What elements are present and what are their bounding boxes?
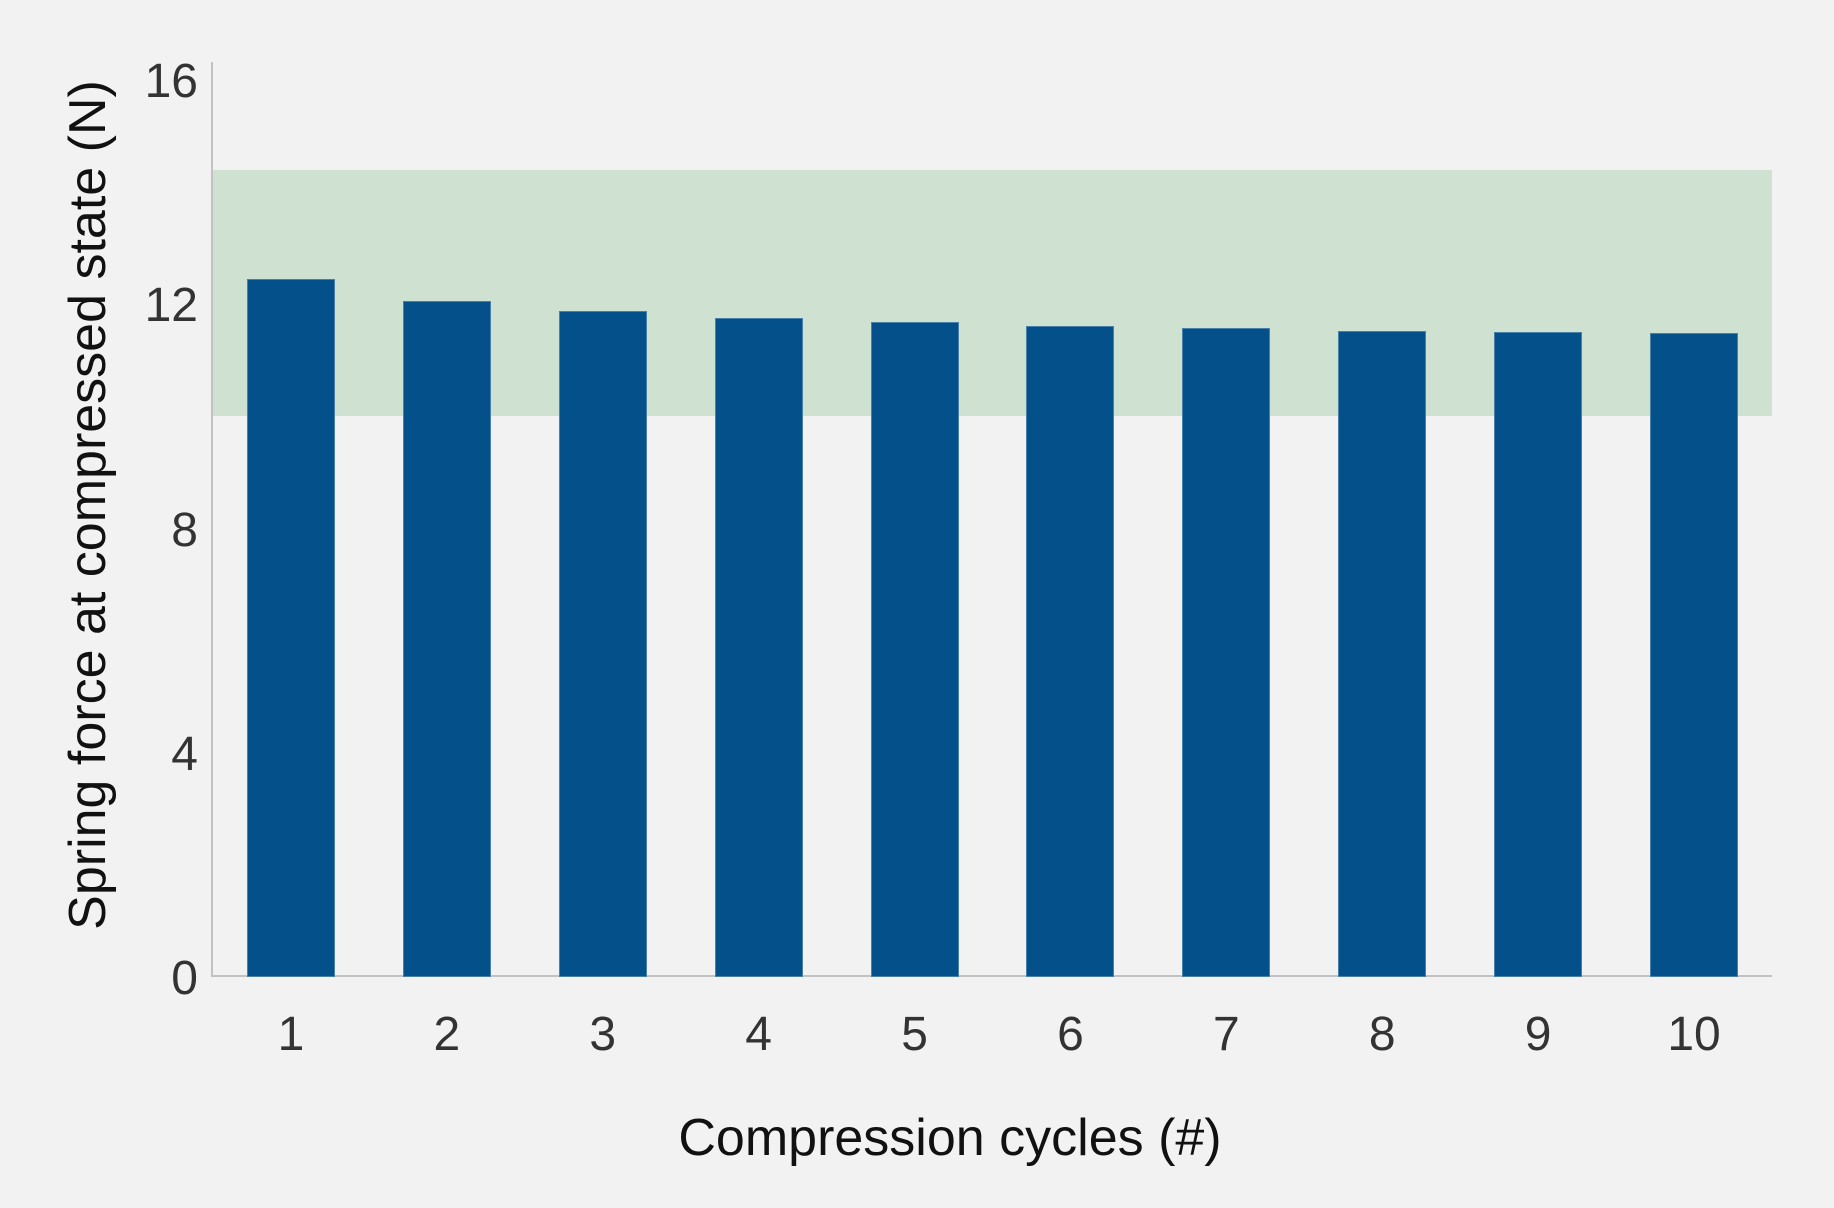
- x-axis-title: Compression cycles (#): [678, 1109, 1222, 1167]
- y-tick-label: 16: [144, 55, 198, 108]
- bar: [1338, 330, 1427, 977]
- bar: [1650, 333, 1739, 977]
- bar: [558, 310, 647, 977]
- y-tick-label: 0: [171, 952, 198, 1005]
- y-tick-label: 8: [171, 503, 198, 557]
- x-tick-label: 6: [1057, 1008, 1084, 1061]
- x-tick-label: 8: [1368, 1008, 1396, 1061]
- x-tick-label: 2: [433, 1008, 461, 1061]
- x-tick-label: 7: [1212, 1008, 1240, 1061]
- x-tick-label: 10: [1667, 1008, 1721, 1061]
- bar: [1494, 332, 1583, 977]
- bar: [246, 279, 335, 977]
- x-axis-line: [211, 975, 1772, 977]
- x-tick-label: 3: [589, 1008, 617, 1061]
- x-tick-label: 5: [901, 1008, 928, 1061]
- y-axis-line: [211, 62, 213, 977]
- bar: [402, 301, 491, 977]
- bar: [714, 317, 803, 977]
- x-tick-label: 4: [745, 1008, 772, 1061]
- x-tick-label: 1: [277, 1008, 305, 1061]
- y-axis-title: Spring force at compressed state (N): [59, 80, 117, 930]
- bar: [1182, 328, 1271, 977]
- bar: [870, 322, 959, 977]
- x-tick-label: 9: [1524, 1008, 1552, 1061]
- y-tick-label: 12: [144, 279, 198, 333]
- y-tick-label: 4: [171, 727, 198, 781]
- bar: [1026, 325, 1115, 977]
